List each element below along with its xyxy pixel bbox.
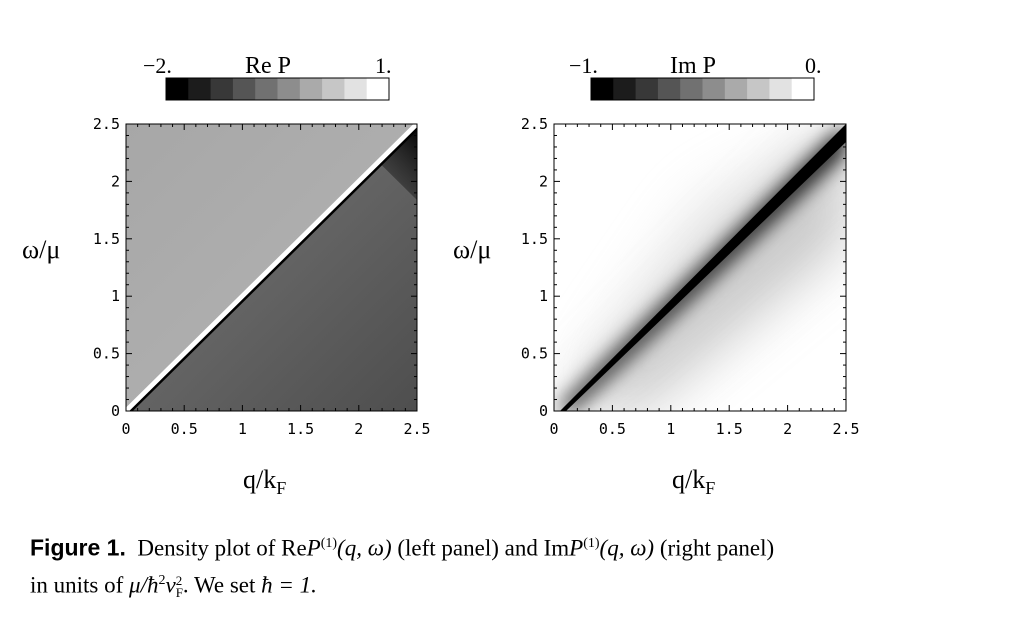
left-colorbar-swatch: [277, 78, 301, 100]
left-plot-frame: [125, 123, 418, 412]
left-y-axis-label: ω/μ: [22, 235, 60, 264]
left-colorbar-max-label: 1.: [375, 53, 392, 78]
left-colorbar-swatch: [322, 78, 345, 100]
right-colorbar-swatch: [724, 78, 748, 100]
right-y-tick-label: 1: [539, 287, 548, 305]
caption-hbar-equation: ħ = 1.: [261, 572, 317, 598]
right-diagonal-core: [560, 124, 846, 411]
right-colorbar-swatch: [635, 78, 659, 100]
right-colorbar-swatch: [747, 78, 770, 100]
right-y-tick-label: 1.5: [521, 230, 548, 248]
right-diagonal-band: [556, 124, 846, 411]
right-colorbar-swatch: [657, 78, 681, 100]
caption-text-4: in units of: [30, 572, 124, 598]
left-x-tick-label: 2.5: [403, 420, 430, 438]
left-y-tick-label: 2: [111, 172, 120, 190]
caption-text-5: . We set: [182, 572, 256, 598]
left-y-tick-label: 1.5: [93, 230, 120, 248]
right-colorbar-swatch: [591, 78, 614, 100]
right-y-tick-label: 2.5: [521, 115, 548, 133]
left-colorbar-swatch: [366, 78, 390, 100]
caption-unit-v: v: [165, 572, 176, 598]
right-x-tick-label: 0: [549, 420, 558, 438]
caption-args-2: (q, ω): [599, 535, 655, 561]
caption-unit-superscript: 2: [158, 572, 166, 588]
right-colorbar-max-label: 0.: [805, 53, 822, 78]
right-colorbar-swatch: [702, 78, 726, 100]
right-x-axis-label: q/kF: [672, 465, 715, 498]
right-colorbar-swatch: [791, 78, 815, 100]
left-colorbar-min-label: −2.: [143, 53, 172, 78]
left-colorbar-swatch: [344, 78, 368, 100]
left-colorbar-swatch: [188, 78, 212, 100]
caption-text-1: Density plot of Re: [137, 535, 307, 561]
caption-superscript-1: (1): [320, 536, 338, 551]
left-y-tick-label: 0.5: [93, 345, 120, 363]
right-y-tick-label: 2: [539, 172, 548, 190]
right-upper-halo: [554, 124, 846, 411]
left-x-tick-label: 2: [354, 420, 363, 438]
figure-caption: Figure 1. Density plot of ReP(1)(q, ω) (…: [30, 528, 1005, 601]
caption-text-3: (right panel): [659, 535, 775, 561]
right-colorbar-min-label: −1.: [569, 53, 598, 78]
right-x-tick-label: 1: [666, 420, 675, 438]
left-colorbar-swatch: [210, 78, 234, 100]
right-colorbar-title: Im P: [670, 53, 716, 79]
left-colorbar-frame: [165, 77, 390, 101]
left-axes: 0 0.5 1 1.5 2 2.5 0 0.5 1 1.5 2 2.5: [93, 115, 431, 438]
left-x-axis-label: q/kF: [243, 465, 286, 498]
caption-unit: μ/ħ: [129, 572, 159, 598]
caption-symbol-2: P: [569, 535, 584, 561]
caption-unit-v-sup: 2: [175, 573, 183, 589]
left-x-tick-label: 1: [238, 420, 247, 438]
right-x-tick-label: 1.5: [716, 420, 743, 438]
left-colorbar-swatch: [166, 78, 189, 100]
right-colorbar-swatches: [591, 78, 815, 100]
right-colorbar-swatch: [769, 78, 793, 100]
right-colorbar-swatch: [680, 78, 703, 100]
caption-label: Figure 1.: [30, 534, 126, 561]
right-y-axis-label: ω/μ: [453, 235, 491, 264]
right-density-plot: [554, 124, 846, 411]
right-y-tick-label: 0: [539, 402, 548, 420]
left-ridge-highlight: [126, 124, 417, 411]
left-colorbar-swatch: [232, 78, 256, 100]
right-x-tick-label: 2.5: [832, 420, 859, 438]
caption-symbol-1: P: [306, 535, 321, 561]
right-x-tick-label: 2: [783, 420, 792, 438]
right-x-tick-label: 0.5: [599, 420, 626, 438]
left-colorbar-title: Re P: [245, 53, 291, 79]
left-y-tick-label: 1: [111, 287, 120, 305]
left-colorbar-swatches: [166, 78, 390, 100]
caption-text-2: (left panel) and Im: [397, 535, 570, 561]
left-colorbar-swatch: [255, 78, 278, 100]
left-y-tick-label: 0: [111, 402, 120, 420]
left-x-tick-label: 1.5: [287, 420, 314, 438]
caption-unit-v-sub: F: [175, 585, 183, 601]
right-axes: 0 0.5 1 1.5 2 2.5 0 0.5 1 1.5 2 2.5: [521, 115, 860, 438]
caption-args-1: (q, ω): [337, 535, 392, 561]
right-y-tick-label: 0.5: [521, 345, 548, 363]
left-density-plot: [126, 124, 417, 411]
left-colorbar: −2. Re P 1.: [143, 53, 392, 101]
right-colorbar: −1. Im P 0.: [569, 53, 822, 101]
left-x-tick-label: 0: [121, 420, 130, 438]
right-colorbar-frame: [590, 77, 815, 101]
right-plot-frame: [553, 123, 847, 412]
left-y-tick-label: 2.5: [93, 115, 120, 133]
caption-superscript-2: (1): [583, 536, 600, 551]
left-ridge-dark: [129, 127, 417, 411]
left-colorbar-swatch: [299, 78, 323, 100]
right-colorbar-swatch: [613, 78, 637, 100]
left-x-tick-label: 0.5: [171, 420, 198, 438]
